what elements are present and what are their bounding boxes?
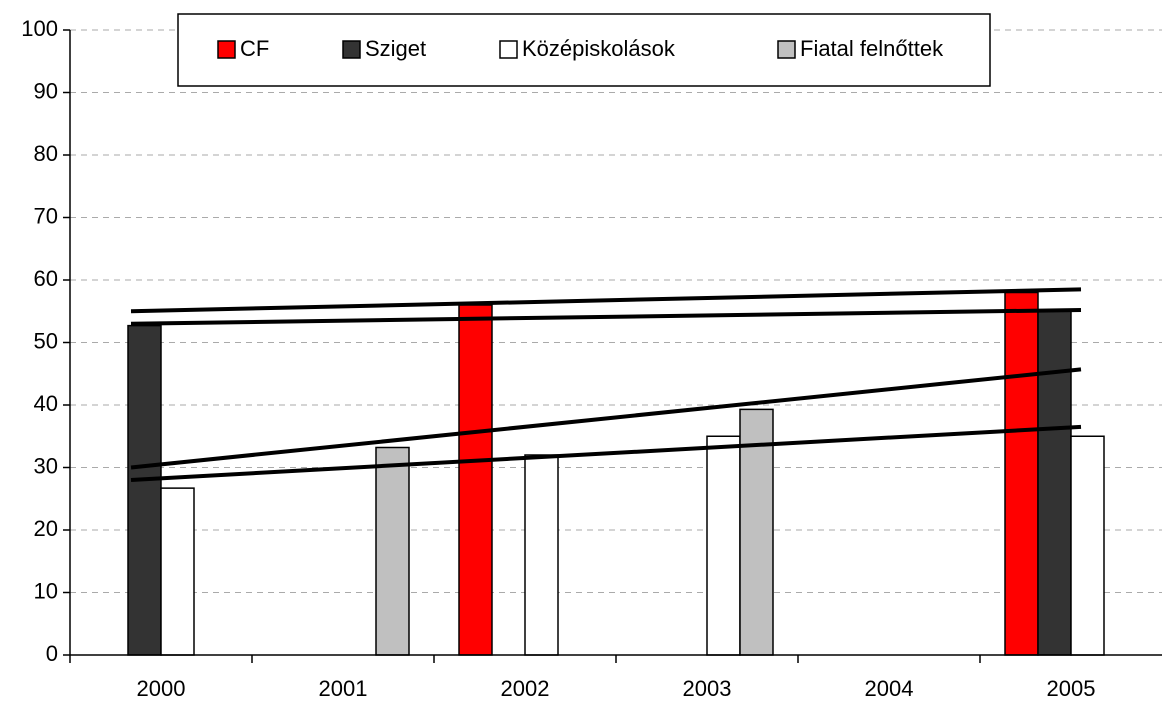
y-tick-label: 50 bbox=[34, 328, 58, 353]
y-tick-label: 40 bbox=[34, 391, 58, 416]
x-tick-label: 2002 bbox=[501, 676, 550, 701]
legend-label: CF bbox=[240, 36, 269, 61]
bar bbox=[1037, 310, 1072, 656]
bar bbox=[458, 304, 493, 656]
y-tick-label: 10 bbox=[34, 578, 58, 603]
bar bbox=[127, 324, 162, 656]
y-tick-label: 30 bbox=[34, 453, 58, 478]
legend-label: Sziget bbox=[365, 36, 426, 61]
legend-swatch bbox=[342, 40, 361, 59]
trend-line bbox=[130, 424, 1082, 482]
legend-label: Középiskolások bbox=[522, 36, 676, 61]
bar bbox=[524, 454, 559, 656]
x-tick-label: 2001 bbox=[319, 676, 368, 701]
trend-line bbox=[130, 287, 1082, 314]
legend-swatch bbox=[499, 40, 518, 59]
bar bbox=[739, 408, 774, 656]
x-tick-label: 2000 bbox=[137, 676, 186, 701]
legend bbox=[177, 13, 991, 87]
legend-swatch bbox=[217, 40, 236, 59]
y-tick-label: 60 bbox=[34, 266, 58, 291]
bar bbox=[160, 487, 195, 656]
x-tick-label: 2003 bbox=[683, 676, 732, 701]
bar bbox=[706, 435, 741, 656]
trend-line bbox=[130, 367, 1082, 470]
y-tick-label: 100 bbox=[21, 16, 58, 41]
legend-swatch bbox=[777, 40, 796, 59]
bar bbox=[1004, 291, 1039, 656]
y-tick-label: 0 bbox=[46, 641, 58, 666]
y-tick-label: 20 bbox=[34, 516, 58, 541]
legend-label: Fiatal felnőttek bbox=[800, 36, 944, 61]
y-tick-label: 70 bbox=[34, 203, 58, 228]
y-tick-label: 90 bbox=[34, 78, 58, 103]
trend-line bbox=[130, 308, 1082, 326]
x-tick-label: 2005 bbox=[1047, 676, 1096, 701]
y-tick-label: 80 bbox=[34, 141, 58, 166]
bar bbox=[1070, 435, 1105, 656]
bar bbox=[375, 446, 410, 656]
x-tick-label: 2004 bbox=[865, 676, 914, 701]
